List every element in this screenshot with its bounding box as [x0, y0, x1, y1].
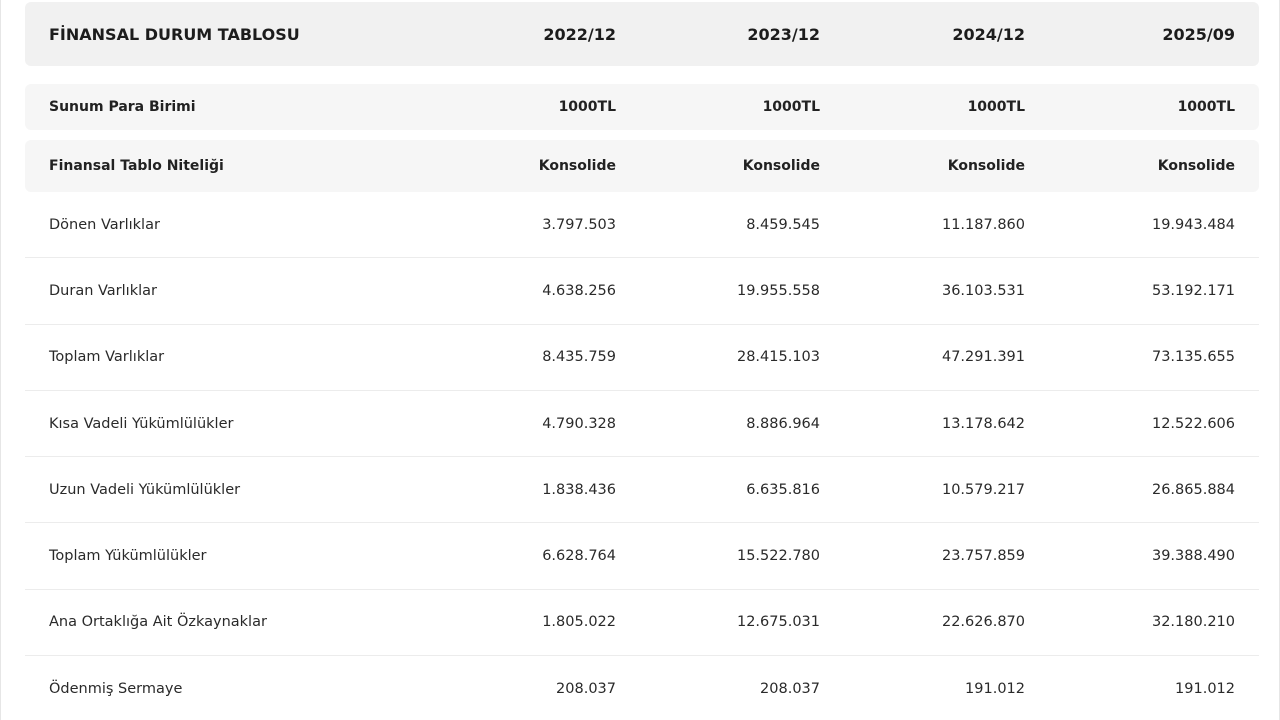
- row-value: 1.838.436: [542, 481, 616, 498]
- table-row: Uzun Vadeli Yükümlülükler 1.838.436 6.63…: [25, 457, 1259, 524]
- row-value: 191.012: [965, 681, 1025, 698]
- table-title: FİNANSAL DURUM TABLOSU: [49, 24, 300, 44]
- row-value: 15.522.780: [736, 548, 820, 565]
- currency-row: Sunum Para Birimi 1000TL 1000TL 1000TL 1…: [25, 84, 1259, 130]
- row-value: 191.012: [1175, 681, 1235, 698]
- row-value: 36.103.531: [941, 282, 1025, 299]
- row-value: 73.135.655: [1151, 349, 1235, 366]
- row-value: 8.435.759: [542, 349, 616, 366]
- row-value: 6.635.816: [746, 481, 820, 498]
- table-row: Ana Ortaklığa Ait Özkaynaklar 1.805.022 …: [25, 590, 1259, 657]
- period-header[interactable]: 2024/12: [952, 24, 1025, 44]
- row-value: 11.187.860: [941, 216, 1025, 233]
- table-body: Dönen Varlıklar 3.797.503 8.459.545 11.1…: [25, 192, 1259, 720]
- row-label: Dönen Varlıklar: [49, 216, 160, 233]
- row-value: 1000TL: [762, 99, 820, 115]
- period-header[interactable]: 2023/12: [747, 24, 820, 44]
- row-value: 4.638.256: [542, 282, 616, 299]
- row-value: 23.757.859: [941, 548, 1025, 565]
- row-value: 12.522.606: [1151, 415, 1235, 432]
- statement-type-row: Finansal Tablo Niteliği Konsolide Konsol…: [25, 140, 1259, 192]
- row-label: Ödenmiş Sermaye: [49, 681, 183, 698]
- row-value: 6.628.764: [542, 548, 616, 565]
- row-value: 8.886.964: [746, 415, 820, 432]
- row-value: 22.626.870: [941, 614, 1025, 631]
- row-value: 10.579.217: [941, 481, 1025, 498]
- row-value: 53.192.171: [1151, 282, 1235, 299]
- row-value: 19.943.484: [1151, 216, 1235, 233]
- row-value: 47.291.391: [941, 349, 1025, 366]
- row-value: 28.415.103: [736, 349, 820, 366]
- table-row: Duran Varlıklar 4.638.256 19.955.558 36.…: [25, 258, 1259, 325]
- table-header-row: FİNANSAL DURUM TABLOSU 2022/12 2023/12 2…: [25, 2, 1259, 66]
- row-label: Finansal Tablo Niteliği: [49, 158, 224, 174]
- row-value: 208.037: [556, 681, 616, 698]
- row-value: Konsolide: [1157, 158, 1235, 174]
- row-value: Konsolide: [538, 158, 616, 174]
- row-value: 32.180.210: [1151, 614, 1235, 631]
- row-value: 4.790.328: [542, 415, 616, 432]
- table-row: Dönen Varlıklar 3.797.503 8.459.545 11.1…: [25, 192, 1259, 259]
- row-value: Konsolide: [947, 158, 1025, 174]
- row-value: 13.178.642: [941, 415, 1025, 432]
- row-label: Duran Varlıklar: [49, 282, 157, 299]
- row-label: Toplam Varlıklar: [49, 349, 165, 366]
- row-label: Ana Ortaklığa Ait Özkaynaklar: [49, 614, 267, 631]
- period-header[interactable]: 2025/09: [1162, 24, 1235, 44]
- table-row: Toplam Yükümlülükler 6.628.764 15.522.78…: [25, 523, 1259, 590]
- row-label: Toplam Yükümlülükler: [49, 548, 207, 565]
- financial-statement-table: FİNANSAL DURUM TABLOSU 2022/12 2023/12 2…: [25, 2, 1259, 720]
- table-row: Ödenmiş Sermaye 208.037 208.037 191.012 …: [25, 656, 1259, 720]
- row-label: Sunum Para Birimi: [49, 99, 196, 115]
- row-value: 208.037: [760, 681, 820, 698]
- row-value: 8.459.545: [746, 216, 820, 233]
- row-value: 1000TL: [1177, 99, 1235, 115]
- row-value: 3.797.503: [542, 216, 616, 233]
- row-value: 1000TL: [967, 99, 1025, 115]
- row-value: 1.805.022: [542, 614, 616, 631]
- row-label: Uzun Vadeli Yükümlülükler: [49, 481, 241, 498]
- row-value: 12.675.031: [736, 614, 820, 631]
- row-value: 19.955.558: [736, 282, 820, 299]
- period-header[interactable]: 2022/12: [543, 24, 616, 44]
- row-value: 1000TL: [558, 99, 616, 115]
- row-value: 26.865.884: [1151, 481, 1235, 498]
- row-label: Kısa Vadeli Yükümlülükler: [49, 415, 234, 432]
- table-row: Kısa Vadeli Yükümlülükler 4.790.328 8.88…: [25, 391, 1259, 458]
- row-value: Konsolide: [742, 158, 820, 174]
- table-row: Toplam Varlıklar 8.435.759 28.415.103 47…: [25, 325, 1259, 391]
- row-value: 39.388.490: [1151, 548, 1235, 565]
